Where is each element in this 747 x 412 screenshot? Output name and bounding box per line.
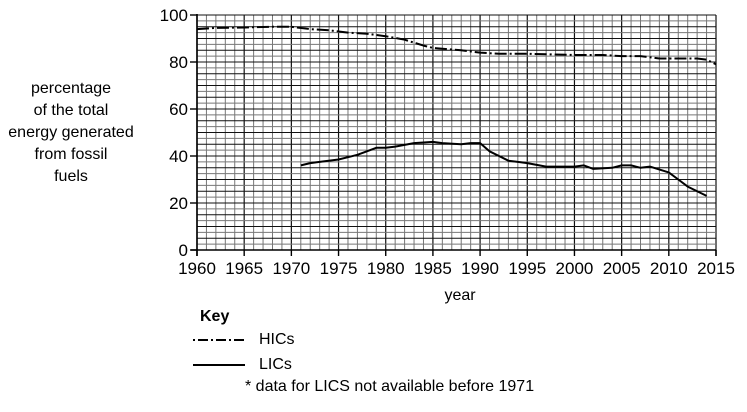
legend-title: Key (200, 308, 230, 325)
x-tick-label: 1970 (272, 259, 310, 278)
x-tick-label: 2005 (603, 259, 641, 278)
y-axis-label-line: from fossil (34, 146, 108, 163)
x-tick-label: 2010 (650, 259, 688, 278)
dash-dot-line-icon (193, 339, 245, 341)
x-tick-label: 1985 (414, 259, 452, 278)
hics-line (196, 25, 717, 66)
legend-label-hics: HICs (259, 331, 295, 348)
legend-note: * data for LICS not available before 197… (245, 378, 535, 395)
y-axis-label-line: fuels (54, 168, 88, 185)
y-tick-label: 100 (160, 6, 188, 25)
x-tick-label: 1995 (508, 259, 546, 278)
series-lics (300, 140, 708, 197)
lics-line (300, 140, 708, 197)
y-tick-label: 80 (169, 53, 188, 72)
legend-item-hics: HICs (193, 331, 295, 349)
y-tick-label: 20 (169, 194, 188, 213)
x-tick-label: 2015 (697, 259, 735, 278)
y-axis-label-line: percentage (30, 80, 112, 97)
y-tick-label: 60 (169, 100, 188, 119)
legend-label-lics: LICs (259, 356, 292, 373)
y-axis-label-line: energy generated (8, 124, 134, 141)
line-chart: 0 20 40 60 80 100 1960 1965 1970 1975 1980 1985 1990… (160, 6, 735, 278)
x-axis-label: year (444, 287, 476, 304)
x-tick-label: 1990 (461, 259, 499, 278)
x-tick-label: 1960 (178, 259, 216, 278)
x-tick-label: 1975 (320, 259, 358, 278)
y-axis-label-line: of the total (33, 102, 109, 119)
axes: 0 20 40 60 80 100 1960 1965 1970 1975 1980 1985 1990… (160, 6, 735, 278)
series-hics (196, 25, 717, 66)
legend-item-lics: LICs (193, 356, 292, 374)
x-tick-label: 1965 (225, 259, 263, 278)
y-tick-label: 0 (179, 241, 188, 260)
y-axis-label: percentage of the total energy generated… (0, 78, 142, 188)
x-tick-label: 1980 (367, 259, 405, 278)
x-tick-label: 2000 (556, 259, 594, 278)
solid-line-icon (193, 364, 245, 366)
y-tick-label: 40 (169, 147, 188, 166)
